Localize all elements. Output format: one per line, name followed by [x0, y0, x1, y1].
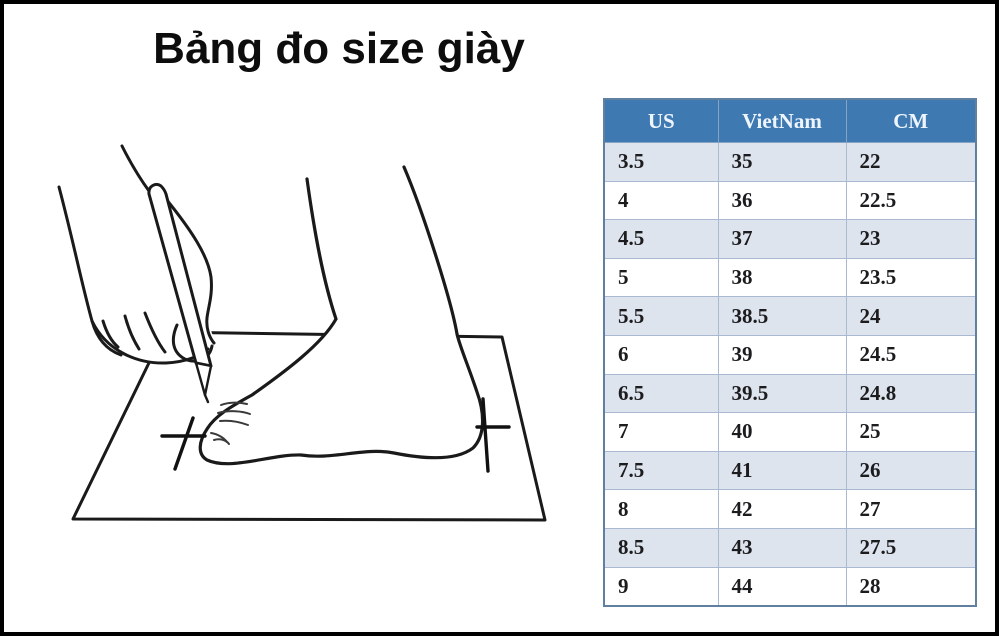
table-cell: 7 [603, 412, 719, 452]
table-row: 6 39 24.5 [603, 334, 977, 375]
index-finger-line [164, 197, 216, 345]
table-header-row: US VietNam CM [603, 98, 977, 143]
table-cell: 38 [717, 257, 847, 298]
table-cell: 22.5 [845, 180, 977, 221]
table-cell: 5 [603, 257, 719, 298]
table-cell: 39 [717, 334, 847, 375]
foot-tracing-illustration [57, 144, 547, 522]
table-cell: 23 [845, 219, 977, 259]
table-cell: 6.5 [603, 373, 719, 414]
table-cell: 24.5 [845, 334, 977, 375]
wrist-line [57, 185, 123, 357]
size-table-body: 3.5 35 22 4 36 22.5 4.5 37 23 5 38 23.5 5.5 38.5 24 6 39… [603, 142, 977, 607]
table-cell: 28 [845, 566, 977, 607]
table-row: 8 42 27 [603, 489, 977, 529]
table-row: 7 40 25 [603, 412, 977, 452]
table-cell: 44 [717, 566, 847, 607]
table-cell: 24.8 [845, 373, 977, 414]
page-title: Bảng đo size giày [153, 24, 525, 73]
table-cell: 27 [845, 489, 977, 529]
foot-outline [198, 165, 485, 466]
table-row: 4 36 22.5 [603, 180, 977, 221]
column-header-vietnam: VietNam [717, 98, 847, 143]
table-cell: 40 [717, 412, 847, 452]
table-row: 5.5 38.5 24 [603, 296, 977, 336]
table-cell: 37 [717, 219, 847, 259]
table-cell: 7.5 [603, 450, 719, 491]
table-row: 5 38 23.5 [603, 257, 977, 298]
table-cell: 3.5 [603, 142, 719, 182]
finger-crease [123, 314, 141, 351]
table-cell: 25 [845, 412, 977, 452]
table-row: 4.5 37 23 [603, 219, 977, 259]
heel-mark-cross [475, 397, 511, 473]
finger-crease [101, 319, 120, 349]
foot-fill [200, 167, 483, 464]
table-cell: 6 [603, 334, 719, 375]
table-cell: 24 [845, 296, 977, 336]
pen-body [147, 182, 213, 368]
table-cell: 38.5 [717, 296, 847, 336]
finger-crease [143, 311, 167, 354]
table-row: 3.5 35 22 [603, 142, 977, 182]
table-row: 6.5 39.5 24.8 [603, 373, 977, 414]
table-cell: 35 [717, 142, 847, 182]
table-cell: 42 [717, 489, 847, 529]
table-row: 9 44 28 [603, 566, 977, 607]
table-cell: 26 [845, 450, 977, 491]
pen-tip-point [203, 393, 210, 404]
table-cell: 8 [603, 489, 719, 529]
table-cell: 43 [717, 527, 847, 568]
toe-mark-cross [160, 416, 207, 471]
table-row: 8.5 43 27.5 [603, 527, 977, 568]
table-cell: 27.5 [845, 527, 977, 568]
size-conversion-table: US VietNam CM 3.5 35 22 4 36 22.5 4.5 37 23 5 38 23… [603, 98, 977, 608]
pen-tip [194, 361, 213, 397]
table-cell: 8.5 [603, 527, 719, 568]
table-cell: 9 [603, 566, 719, 607]
table-cell: 36 [717, 180, 847, 221]
table-row: 7.5 41 26 [603, 450, 977, 491]
toe-hatch-marks [210, 401, 251, 445]
table-cell: 4.5 [603, 219, 719, 259]
table-cell: 23.5 [845, 257, 977, 298]
table-cell: 39.5 [717, 373, 847, 414]
table-cell: 22 [845, 142, 977, 182]
forearm-line [120, 144, 151, 193]
pen [147, 182, 213, 404]
column-header-us: US [603, 98, 719, 143]
table-cell: 5.5 [603, 296, 719, 336]
column-header-cm: CM [845, 98, 977, 143]
table-cell: 4 [603, 180, 719, 221]
table-cell: 41 [717, 450, 847, 491]
